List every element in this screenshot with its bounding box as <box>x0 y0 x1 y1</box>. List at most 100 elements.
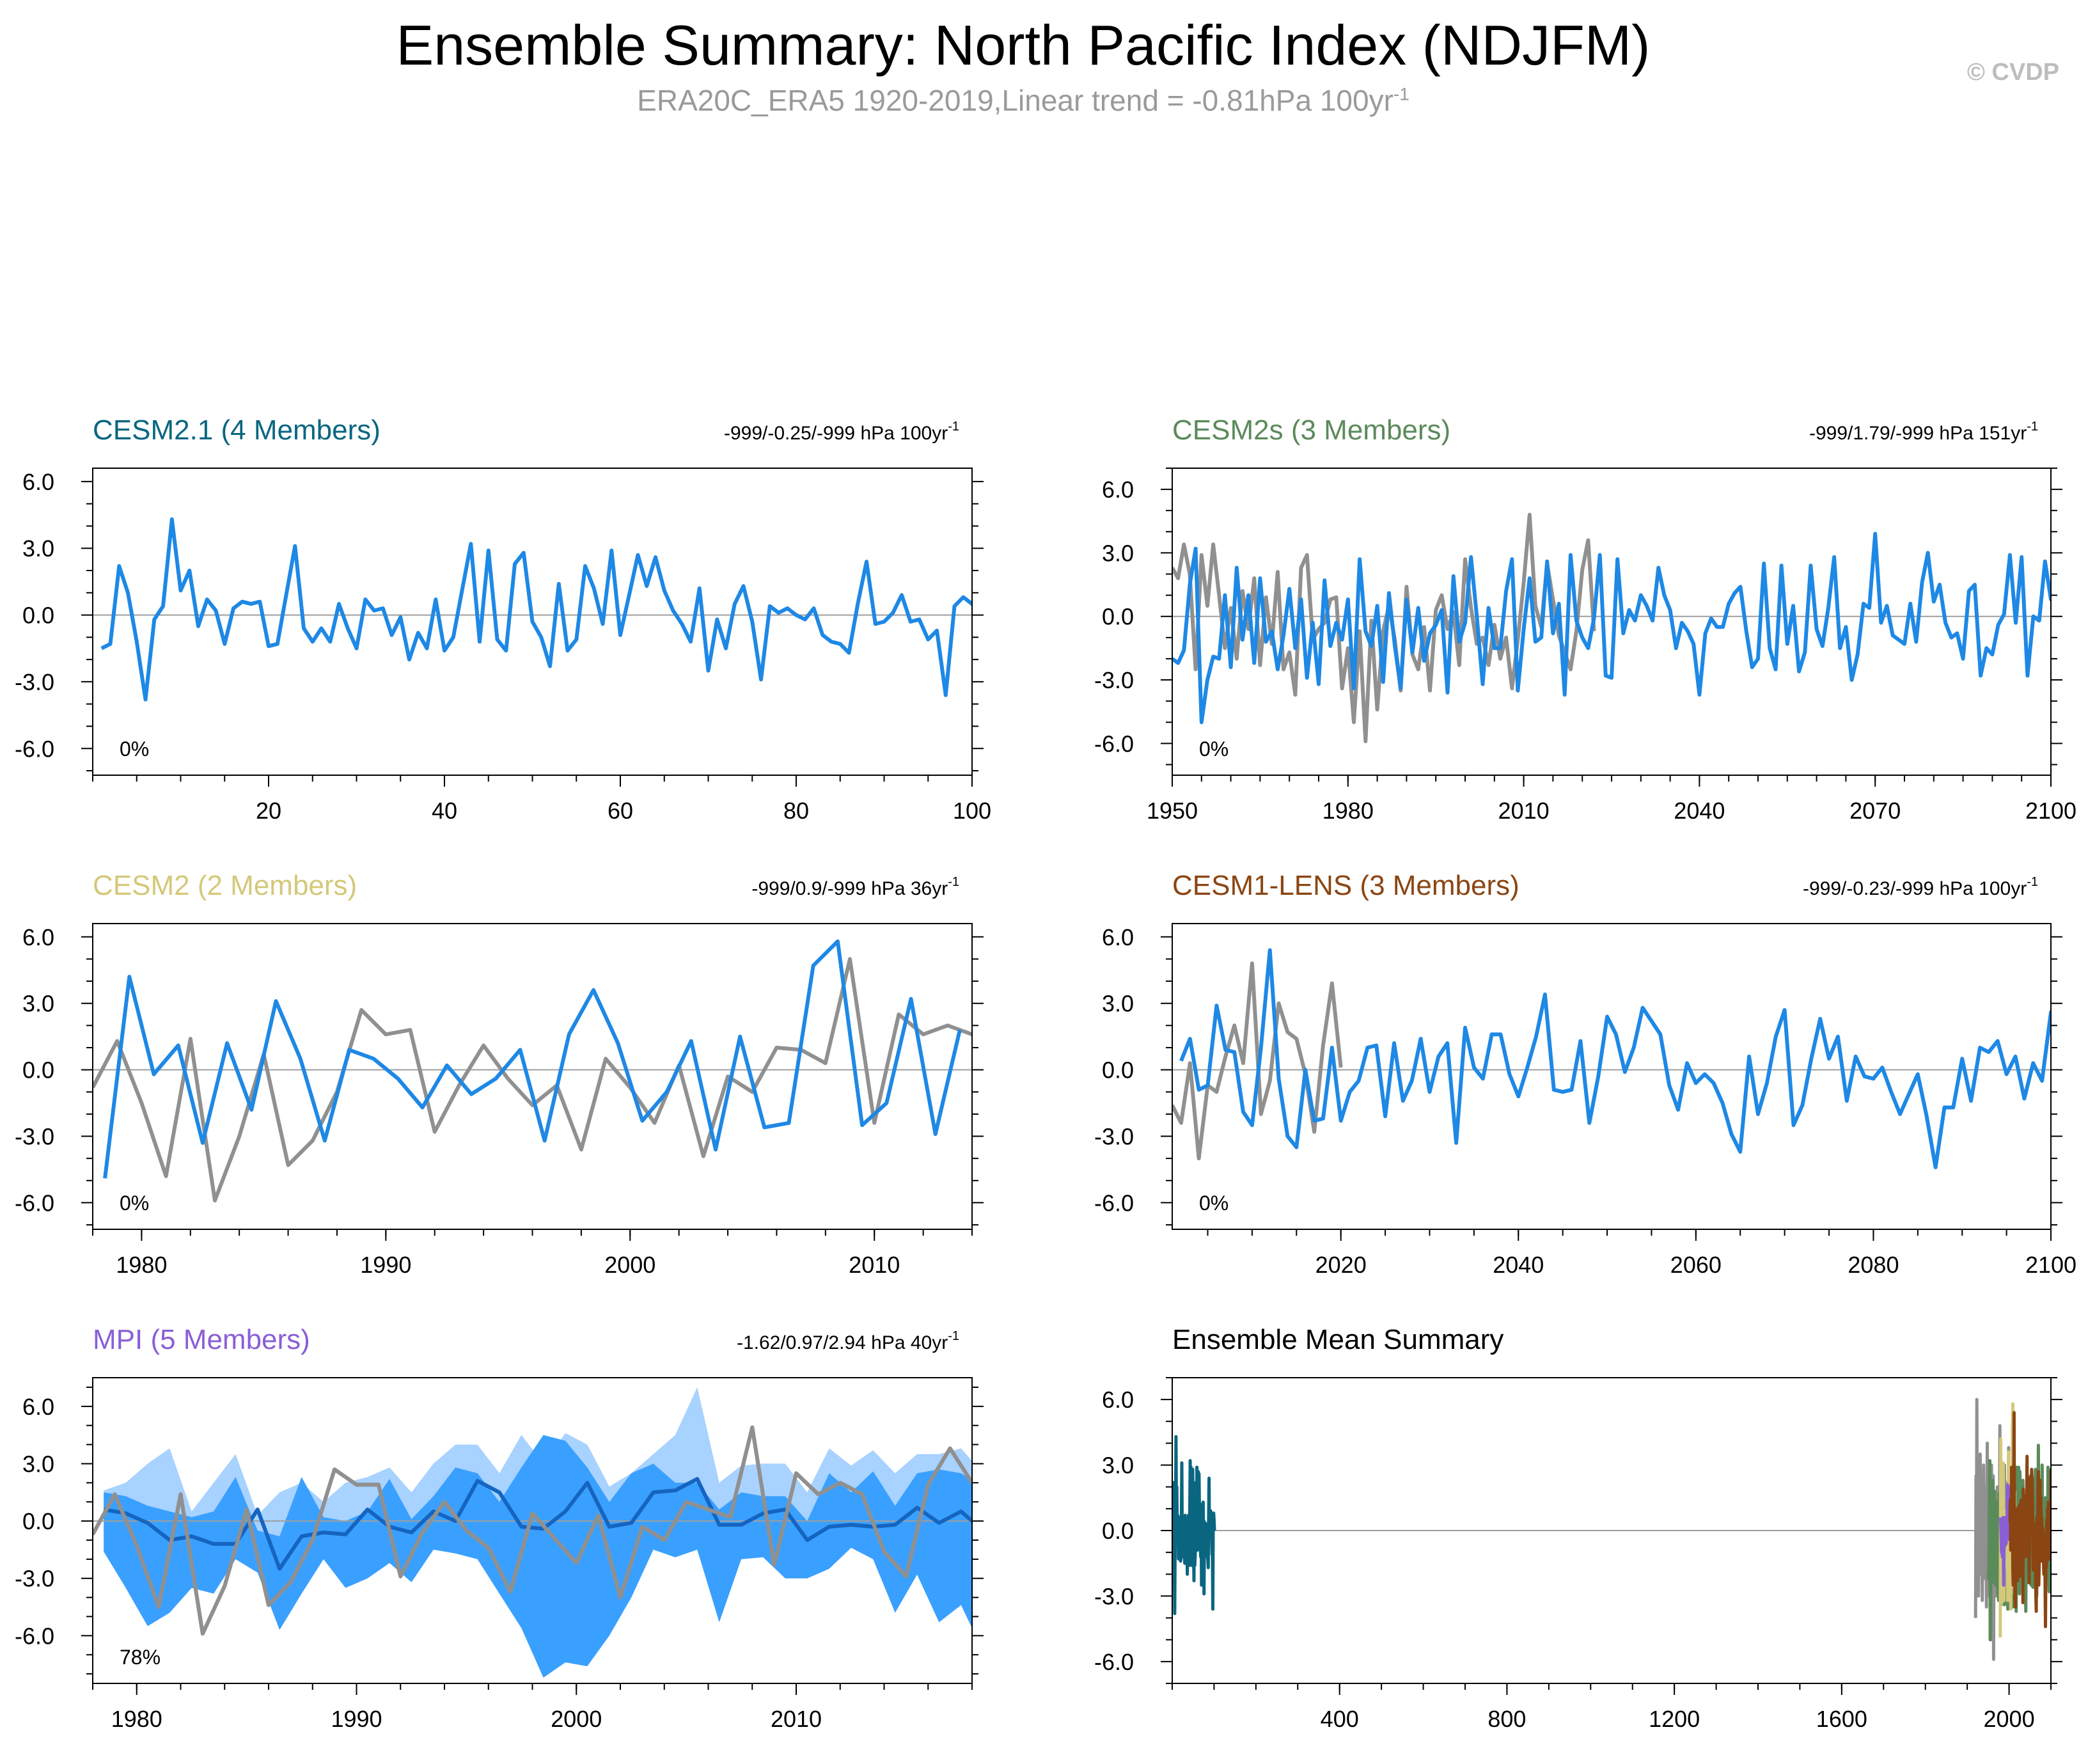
x-tick-label: 1200 <box>1649 1706 1700 1732</box>
percent-label: 78% <box>120 1646 161 1669</box>
y-tick-label: -3.0 <box>15 1566 54 1592</box>
x-tick-label: 400 <box>1321 1706 1359 1732</box>
y-tick-label: 0.0 <box>22 1508 54 1534</box>
series-line-ensemble <box>103 939 962 1179</box>
y-tick-label: 0.0 <box>1102 1057 1134 1083</box>
page-title: Ensemble Summary: North Pacific Index (N… <box>396 13 1651 77</box>
y-tick-label: 3.0 <box>22 1451 54 1477</box>
x-tick-label: 1990 <box>331 1706 382 1732</box>
x-tick-label: 2040 <box>1674 798 1725 824</box>
chart-panel-cesm2: 6.0 3.0 0.0 -3.0 -6.0 1980 1990 2000 2010 CESM2 (… <box>15 870 984 1278</box>
x-tick-label: 2010 <box>849 1252 900 1278</box>
plot-content <box>93 517 972 702</box>
y-tick-label: 3.0 <box>1102 991 1134 1017</box>
y-tick-label: 6.0 <box>1102 1387 1134 1413</box>
y-tick-label: -6.0 <box>15 736 54 762</box>
y-tick-label: -6.0 <box>15 1623 54 1649</box>
series-line-ensemble <box>100 517 972 702</box>
stats-text: -1.62/0.97/2.94 hPa 40yr <box>737 1332 948 1353</box>
y-tick-label: -3.0 <box>1094 1583 1134 1609</box>
chart-stats: -999/1.79/-999 hPa 151yr-1 <box>1809 420 2038 444</box>
series-line-observed-top <box>93 1425 972 1636</box>
y-tick-label: 6.0 <box>22 1394 54 1420</box>
x-tick-label: 1600 <box>1816 1706 1867 1732</box>
chart-panel-cesm21: 6.0 3.0 0.0 -3.0 -6.0 20 40 60 80 100 CESM2.1 (4 M… <box>15 414 991 824</box>
stats-superscript: -1 <box>948 1329 959 1343</box>
stats-superscript: -1 <box>2027 875 2038 889</box>
x-tick-label: 2000 <box>604 1252 655 1278</box>
y-tick-label: -3.0 <box>1094 1124 1134 1150</box>
x-tick-label: 2060 <box>1670 1252 1722 1278</box>
y-tick-label: -6.0 <box>1094 1190 1134 1216</box>
y-tick-label: 3.0 <box>1102 540 1134 566</box>
x-tick-label: 20 <box>256 798 281 824</box>
y-tick-label: -3.0 <box>15 669 54 695</box>
series-line-ensemble <box>1179 948 2051 1169</box>
chart-stats: -999/0.9/-999 hPa 36yr-1 <box>751 875 959 899</box>
x-tick-label: 1950 <box>1147 798 1198 824</box>
series-line-observed <box>93 957 972 1202</box>
x-tick-label: 1980 <box>1323 798 1374 824</box>
chart-title: CESM2 (2 Members) <box>93 870 357 901</box>
plot-content <box>93 939 972 1202</box>
x-tick-label: 60 <box>608 798 633 824</box>
chart-panel-mpi: 6.0 3.0 0.0 -3.0 -6.0 1980 1990 2000 2010 MPI (5 … <box>15 1324 984 1732</box>
series-line-ensemble <box>1172 532 2051 725</box>
x-tick-label: 1990 <box>360 1252 411 1278</box>
percent-label: 0% <box>120 1192 149 1215</box>
x-tick-label: 2010 <box>1498 798 1550 824</box>
chart-title: MPI (5 Members) <box>93 1324 310 1355</box>
stats-superscript: -1 <box>2027 420 2038 434</box>
y-tick-label: -3.0 <box>1094 667 1134 693</box>
x-tick-label: 2080 <box>1848 1252 1899 1278</box>
y-tick-label: 3.0 <box>1102 1453 1134 1479</box>
chart-stats: -999/-0.23/-999 hPa 100yr-1 <box>1803 875 2038 899</box>
percent-label: 0% <box>120 737 149 760</box>
x-tick-label: 100 <box>953 798 991 824</box>
plot-content <box>1172 948 2051 1169</box>
x-tick-label: 2100 <box>2025 798 2076 824</box>
stats-text: -999/-0.23/-999 hPa 100yr <box>1803 878 2027 899</box>
y-tick-label: 3.0 <box>22 535 54 562</box>
subtitle-superscript: -1 <box>1393 84 1409 104</box>
chart-panel-cesm2s: 6.0 3.0 0.0 -3.0 -6.0 1950 1980 2010 2040 2070 210… <box>1094 414 2076 824</box>
chart-title: CESM2s (3 Members) <box>1172 414 1450 446</box>
percent-label: 0% <box>1199 737 1228 760</box>
stats-text: -999/1.79/-999 hPa 151yr <box>1809 423 2027 444</box>
x-tick-label: 800 <box>1488 1706 1526 1732</box>
percent-label: 0% <box>1199 1192 1228 1215</box>
y-tick-label: -6.0 <box>15 1190 54 1216</box>
x-tick-label: 2040 <box>1493 1252 1544 1278</box>
plot-content <box>1172 1398 2051 1661</box>
stats-superscript: -1 <box>948 875 959 889</box>
series-line-observed <box>1172 961 1343 1161</box>
chart-title: CESM2.1 (4 Members) <box>93 414 381 446</box>
y-tick-label: 6.0 <box>1102 924 1134 950</box>
y-tick-label: 6.0 <box>22 469 54 495</box>
y-tick-label: 0.0 <box>1102 1518 1134 1544</box>
plot-frame <box>1172 923 2052 1230</box>
plot-content <box>1172 512 2051 743</box>
x-tick-label: 2100 <box>2025 1252 2076 1278</box>
chart-panel-cesm1lens: 6.0 3.0 0.0 -3.0 -6.0 2020 2040 2060 2080 2100 CES… <box>1094 870 2076 1278</box>
chart-title: CESM1-LENS (3 Members) <box>1172 870 1519 901</box>
y-tick-label: 0.0 <box>22 602 54 629</box>
credit-label: © CVDP <box>1966 59 2059 86</box>
plot-content <box>93 1387 972 1678</box>
x-tick-label: 2070 <box>1849 798 1901 824</box>
subtitle-text: ERA20C_ERA5 1920-2019,Linear trend = -0.… <box>637 84 1393 117</box>
x-tick-label: 80 <box>783 798 809 824</box>
plot-area <box>1172 468 2051 775</box>
stats-text: -999/0.9/-999 hPa 36yr <box>751 878 948 899</box>
y-tick-label: -6.0 <box>1094 730 1134 757</box>
chart-panel-ensemble_mean: 6.0 3.0 0.0 -3.0 -6.0 400 800 1200 1600 2000 Ensem… <box>1094 1324 2062 1732</box>
stats-superscript: -1 <box>948 420 959 434</box>
y-tick-label: -3.0 <box>15 1124 54 1150</box>
y-tick-label: -6.0 <box>1094 1649 1134 1675</box>
y-tick-label: 3.0 <box>22 991 54 1017</box>
y-tick-label: 0.0 <box>22 1057 54 1083</box>
x-tick-label: 2020 <box>1315 1252 1367 1278</box>
y-tick-label: 6.0 <box>1102 476 1134 503</box>
y-tick-label: 6.0 <box>22 924 54 950</box>
